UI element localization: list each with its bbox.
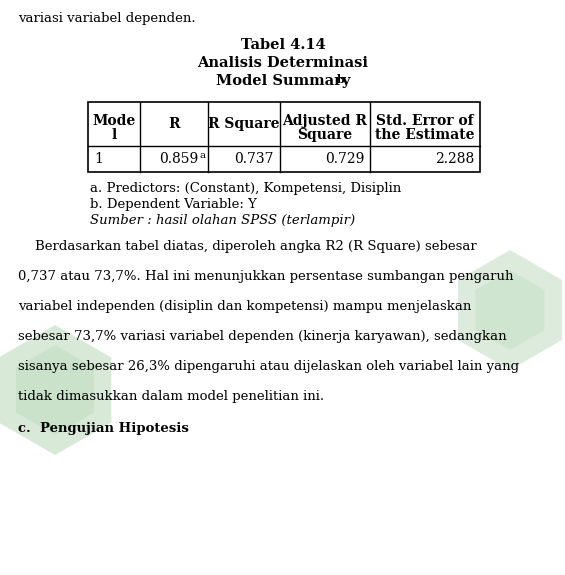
Polygon shape [475, 270, 545, 350]
Text: Square: Square [297, 128, 353, 142]
Text: sisanya sebesar 26,3% dipengaruhi atau dijelaskan oleh variabel lain yang: sisanya sebesar 26,3% dipengaruhi atau d… [18, 360, 519, 373]
Text: 0.859: 0.859 [159, 152, 198, 166]
Text: Pengujian Hipotesis: Pengujian Hipotesis [40, 422, 189, 435]
Text: variabel independen (disiplin dan kompetensi) mampu menjelaskan: variabel independen (disiplin dan kompet… [18, 300, 471, 313]
Text: Std. Error of: Std. Error of [376, 114, 474, 128]
Text: R: R [168, 117, 180, 131]
Polygon shape [458, 250, 562, 370]
Polygon shape [16, 345, 94, 435]
Text: b. Dependent Variable: Y: b. Dependent Variable: Y [90, 198, 257, 211]
Text: R Square: R Square [208, 117, 280, 131]
Text: Adjusted R: Adjusted R [282, 114, 367, 128]
Text: b: b [337, 74, 345, 85]
Text: Model Summary: Model Summary [216, 74, 350, 88]
Text: 0.737: 0.737 [234, 152, 274, 166]
Text: a. Predictors: (Constant), Kompetensi, Disiplin: a. Predictors: (Constant), Kompetensi, D… [90, 182, 401, 195]
Text: 0,737 atau 73,7%. Hal ini menunjukkan persentase sumbangan pengaruh: 0,737 atau 73,7%. Hal ini menunjukkan pe… [18, 270, 514, 283]
Text: Sumber : hasil olahan SPSS (terlampir): Sumber : hasil olahan SPSS (terlampir) [90, 214, 355, 227]
Text: 2.288: 2.288 [434, 152, 474, 166]
Text: 1: 1 [94, 152, 103, 166]
Text: l: l [111, 128, 116, 142]
Bar [88, 102, 480, 172]
Text: 0.729: 0.729 [325, 152, 364, 166]
Text: tidak dimasukkan dalam model penelitian ini.: tidak dimasukkan dalam model penelitian … [18, 390, 324, 403]
Text: sebesar 73,7% variasi variabel dependen (kinerja karyawan), sedangkan: sebesar 73,7% variasi variabel dependen … [18, 330, 507, 343]
Text: c.: c. [18, 422, 45, 435]
Text: Analisis Determinasi: Analisis Determinasi [198, 56, 368, 70]
Text: a: a [199, 151, 205, 159]
Text: Tabel 4.14: Tabel 4.14 [241, 38, 325, 52]
Text: the Estimate: the Estimate [375, 128, 475, 142]
Text: variasi variabel dependen.: variasi variabel dependen. [18, 12, 195, 25]
Text: Mode: Mode [92, 114, 136, 128]
Polygon shape [0, 325, 111, 455]
Text: Berdasarkan tabel diatas, diperoleh angka R2 (R Square) sebesar: Berdasarkan tabel diatas, diperoleh angk… [18, 240, 477, 253]
